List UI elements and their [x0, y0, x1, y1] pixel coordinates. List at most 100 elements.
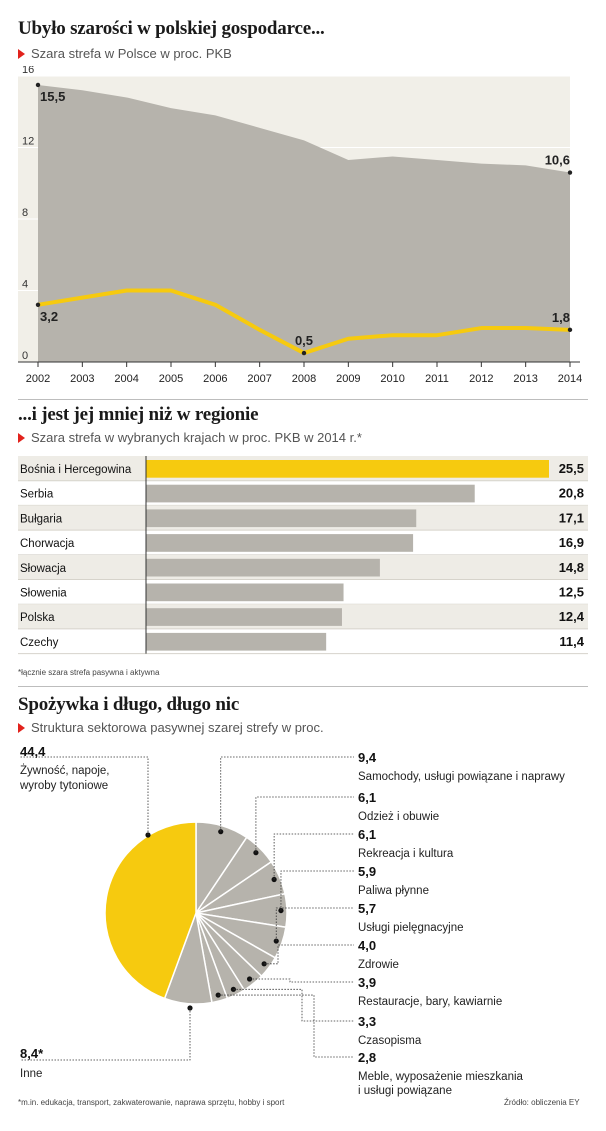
slice-label: Inne [20, 1068, 42, 1080]
bar [146, 534, 414, 552]
x-tick-label: 2003 [70, 373, 94, 385]
slice-label: i usługi powiązane [358, 1085, 452, 1097]
category-label: Polska [20, 612, 55, 624]
slice-value: 5,7 [358, 901, 376, 916]
slice-label: Zdrowie [358, 959, 399, 971]
x-tick-label: 2006 [203, 373, 227, 385]
leader-line [20, 1008, 191, 1061]
data-label: 15,5 [40, 89, 65, 104]
y-tick-label: 0 [22, 350, 28, 362]
data-point-marker [567, 170, 573, 175]
x-tick-label: 2014 [558, 373, 582, 385]
data-point-marker [567, 327, 573, 333]
leader-dot [246, 976, 253, 982]
category-label: Czechy [20, 637, 59, 649]
category-label: Słowacja [20, 563, 67, 575]
section1-title: Ubyło szarości w polskiej gospodarce... [18, 18, 325, 39]
section1-subtitle-text: Szara strefa w Polsce w proc. PKB [31, 46, 232, 61]
leader-line [233, 988, 354, 1022]
bar [146, 608, 342, 626]
y-tick-label: 12 [22, 136, 34, 148]
slice-value: 6,1 [358, 827, 376, 842]
leader-line [273, 833, 354, 880]
slice-value: 2,8 [358, 1050, 376, 1065]
area-chart: 16 12 8 4 0 2002 2003 2004 2005 2006 2007 2008 2009 2… [18, 66, 582, 385]
slice-value: 4,0 [358, 938, 376, 953]
slice-label: Odzież i obuwie [358, 811, 439, 823]
data-point-marker [35, 302, 41, 307]
data-point-marker [35, 82, 41, 88]
leader-line [280, 870, 354, 911]
slice-value: 3,9 [358, 975, 376, 990]
leader-line [220, 756, 354, 832]
section3-subtitle: Struktura sektorowa pasywnej szarej stre… [18, 720, 324, 735]
section2-title: ...i jest jej mniej niż w regionie [18, 404, 259, 425]
leader-line [249, 978, 354, 983]
section3-subtitle-text: Struktura sektorowa pasywnej szarej stre… [31, 720, 324, 735]
source-note: Źródło: obliczenia EY [504, 1098, 580, 1107]
slice-label: Usługi pielęgnacyjne [358, 922, 463, 934]
y-tick-label: 4 [22, 279, 28, 291]
section-divider [18, 686, 588, 687]
red-triangle-icon [18, 433, 25, 443]
x-tick-label: 2007 [247, 373, 271, 385]
slice-label: Samochody, usługi powiązane i naprawy [358, 771, 565, 783]
slice-value: 8,4* [20, 1046, 44, 1061]
section2-footnote: *łącznie szara strefa pasywna i aktywna [18, 668, 160, 677]
x-tick-label: 2011 [425, 373, 449, 385]
slice-value: 9,4 [358, 750, 377, 765]
data-label: 3,2 [40, 309, 58, 324]
x-tick-label: 2002 [26, 373, 50, 385]
slice-label: Żywność, napoje, [20, 764, 110, 777]
slice-value: 44,4 [20, 744, 46, 759]
category-label: Bułgaria [20, 513, 63, 525]
value-label: 14,8 [559, 560, 584, 575]
x-tick-label: 2005 [159, 373, 183, 385]
slice-label: Restauracje, bary, kawiarnie [358, 996, 502, 1008]
area-series [38, 84, 570, 362]
category-label: Słowenia [20, 588, 67, 600]
value-label: 25,5 [559, 461, 584, 476]
bar [146, 632, 327, 651]
leader-line [20, 756, 149, 835]
leader-line [275, 907, 354, 942]
leader-dot [278, 907, 284, 914]
x-tick-label: 2010 [380, 373, 404, 385]
y-tick-label: 16 [22, 66, 34, 76]
section-divider [18, 399, 588, 400]
data-point-marker [301, 350, 307, 356]
y-tick-label: 8 [22, 207, 28, 219]
data-label: 1,8 [552, 310, 570, 325]
slice-label: Czasopisma [358, 1035, 422, 1047]
data-label: 0,5 [295, 333, 313, 348]
pie-slice [104, 821, 197, 1000]
x-tick-label: 2008 [292, 373, 316, 385]
value-label: 11,4 [559, 634, 584, 649]
value-label: 12,4 [559, 609, 585, 624]
section3-title: Spożywka i długo, długo nic [18, 694, 240, 715]
value-label: 12,5 [559, 585, 584, 600]
section2-subtitle: Szara strefa w wybranych krajach w proc.… [18, 430, 362, 445]
bar [146, 484, 475, 503]
bar [146, 558, 380, 577]
category-label: Serbia [20, 489, 54, 501]
slice-label: Rekreacja i kultura [358, 848, 454, 860]
leader-dot [215, 992, 221, 998]
pie-chart: 9,4 Samochody, usługi powiązane i naprawy… [19, 744, 565, 1097]
section3-footnote: *m.in. edukacja, transport, zakwaterowan… [18, 1098, 285, 1107]
slice-value: 3,3 [358, 1014, 376, 1029]
bar [146, 509, 417, 528]
data-label: 10,6 [545, 153, 570, 168]
slice-label: wyroby tytoniowe [19, 780, 108, 792]
category-label: Bośnia i Hercegowina [20, 464, 132, 476]
leader-line [218, 994, 354, 1058]
value-label: 16,9 [559, 535, 584, 550]
bar-chart: Bośnia i Hercegowina 25,5 Serbia 20,8 Bułgar… [18, 456, 588, 655]
leader-line [255, 796, 354, 853]
x-tick-label: 2013 [513, 373, 537, 385]
x-tick-label: 2012 [469, 373, 493, 385]
bar [146, 583, 344, 602]
red-triangle-icon [18, 49, 25, 59]
section2-subtitle-text: Szara strefa w wybranych krajach w proc.… [31, 430, 362, 445]
bar [146, 460, 549, 478]
